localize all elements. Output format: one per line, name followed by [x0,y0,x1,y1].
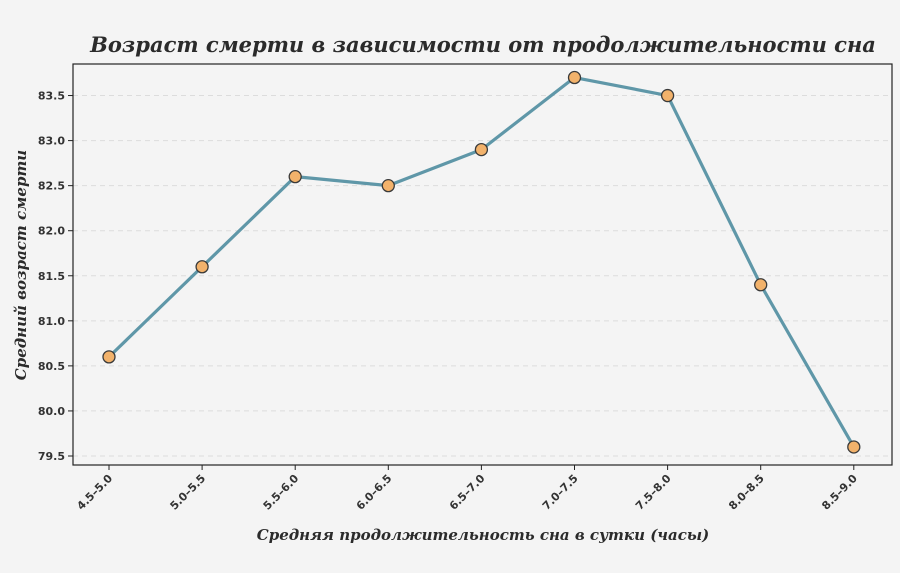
y-tick-label: 80.5 [38,360,65,373]
y-tick-label: 81.0 [38,315,65,328]
y-tick-label: 81.5 [38,270,65,283]
y-tick-label: 80.0 [38,405,65,418]
x-tick-label: 5.0–5.5 [168,472,209,513]
x-tick-label: 6.5–7.0 [447,472,488,513]
chart-title: Возраст смерти в зависимости от продолжи… [89,32,876,57]
x-axis: 4.5–5.0 5.0–5.5 5.5–6.0 6.0–6.5 6.5–7.0 7.0–7… [74,465,860,513]
data-point [660,88,675,103]
data-point [847,440,861,454]
x-tick-label: 7.0–7.5 [540,472,581,513]
grid [73,95,892,457]
data-point [474,142,489,157]
data-point [754,278,768,292]
y-axis-label: Средний возраст смерти [12,150,30,381]
y-tick-label: 82.0 [38,225,65,238]
series-line [107,75,856,448]
x-tick-label: 5.5–6.0 [261,472,302,513]
x-tick-label: 8.5–9.0 [819,472,860,513]
y-tick-label: 83.5 [38,90,65,103]
data-point [381,179,395,193]
data-point [102,350,116,364]
y-tick-label: 82.5 [38,180,65,193]
y-tick-label: 83.0 [38,135,65,148]
x-axis-label: Средняя продолжительность сна в сутки (ч… [257,526,709,544]
data-point [288,169,302,184]
series [102,70,861,454]
y-tick-label: 79.5 [38,450,65,463]
y-axis: 79.5 80.0 80.5 81.0 81.5 82.0 82.5 83.0 83.5 [38,90,73,463]
x-tick-label: 7.5–8.0 [633,472,674,513]
data-point [567,70,582,85]
data-point [195,260,209,274]
x-tick-label: 8.0–8.5 [726,472,767,513]
x-tick-label: 6.0–6.5 [354,472,395,513]
plot-frame [72,63,893,466]
x-tick-label: 4.5–5.0 [74,472,115,513]
